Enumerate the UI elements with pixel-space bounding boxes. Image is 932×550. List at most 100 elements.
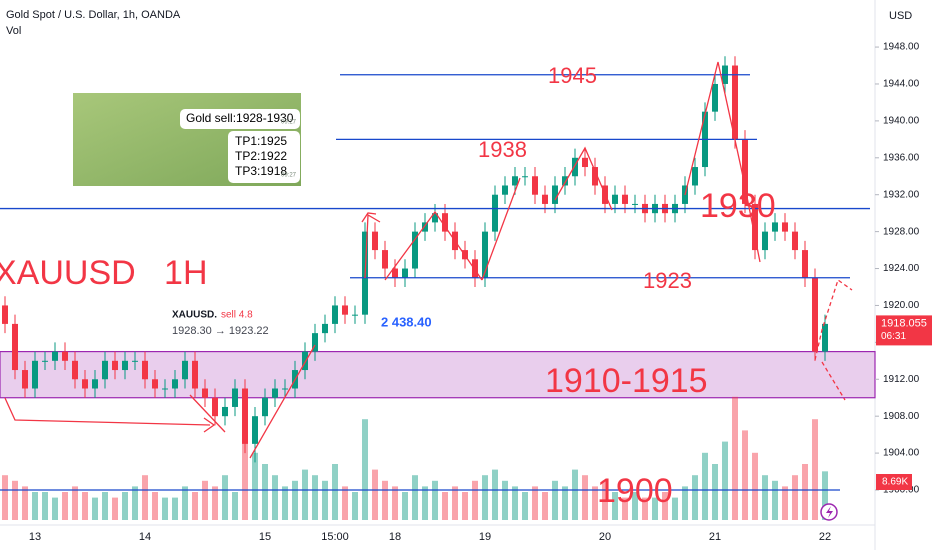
volume-bar (552, 480, 558, 520)
volume-bar (92, 497, 98, 520)
candle-body (282, 388, 288, 390)
volume-bar (742, 430, 748, 520)
signal-entry: Gold sell:1928-1930 (186, 111, 294, 125)
candle-body (102, 360, 108, 380)
annotation: 1938 (478, 137, 527, 162)
volume-bar (72, 486, 78, 520)
x-tick-label: 19 (479, 531, 491, 543)
ruler-label: 2 438.40 (381, 314, 432, 329)
candle-body (322, 323, 328, 334)
volume-bar (512, 486, 518, 520)
volume-bar (602, 480, 608, 520)
volume-bar (252, 452, 258, 520)
volume-bar (392, 486, 398, 520)
candle-body (222, 406, 228, 417)
candle-body (812, 277, 818, 352)
chart-title: Gold Spot / U.S. Dollar, 1h, OANDA (6, 9, 181, 21)
candle-body (12, 323, 18, 371)
candle-body (732, 65, 738, 140)
candle-body (212, 397, 218, 417)
candle-body (442, 213, 448, 232)
candle-body (782, 222, 788, 232)
candle-body (522, 176, 528, 178)
volume-bar (692, 475, 698, 520)
volume-bar (642, 497, 648, 520)
y-tick-label: 1904.00 (883, 448, 920, 459)
candle-body (72, 360, 78, 380)
candle-body (712, 83, 718, 112)
candle-body (182, 360, 188, 380)
volume-bar (352, 492, 358, 520)
annotation: 1930 (700, 187, 776, 225)
candle-body (412, 231, 418, 269)
trade-symbol: XAUUSD. (172, 310, 217, 321)
volume-tag (876, 474, 912, 490)
volume-bar (712, 464, 718, 520)
x-tick-label: 20 (599, 531, 611, 543)
volume-bar (592, 486, 598, 520)
volume-bar (732, 396, 738, 520)
volume-bar (22, 486, 28, 520)
candle-body (492, 194, 498, 232)
volume-bar (272, 475, 278, 520)
candle-body (792, 231, 798, 251)
volume-bar (402, 492, 408, 520)
signal-target: TP2:1922 (235, 149, 287, 163)
arrow-path (4, 397, 211, 426)
volume-bar (672, 497, 678, 520)
candle-body (592, 167, 598, 186)
candle-body (302, 351, 308, 371)
candle-body (692, 167, 698, 186)
drawn-arrows (4, 61, 853, 459)
candle-body (552, 185, 558, 204)
x-tick-label: 22 (819, 531, 831, 543)
volume-bar (612, 492, 618, 520)
volume-bar (262, 464, 268, 520)
volume-bar (132, 486, 138, 520)
symbol-label: XAUUSD 1H (0, 254, 208, 292)
volume-bar (502, 480, 508, 520)
volume-bar (322, 480, 328, 520)
candle-body (42, 360, 48, 362)
volume-bar (432, 480, 438, 520)
volume-bar (362, 419, 368, 520)
candle-body (112, 360, 118, 371)
volume-bar (542, 492, 548, 520)
annotation: 1900 (597, 472, 673, 510)
candle-body (232, 388, 238, 407)
candle-body (482, 231, 488, 278)
volume-bar (42, 492, 48, 520)
candle-body (342, 305, 348, 315)
candle-body (32, 360, 38, 389)
volume-bar (472, 480, 478, 520)
y-tick-label: 1928.00 (883, 226, 920, 237)
candle-body (392, 268, 398, 278)
candle-body (772, 222, 778, 232)
volume-bar (112, 497, 118, 520)
candle-body (742, 139, 748, 204)
volume-bar (522, 492, 528, 520)
candle-body (542, 194, 548, 204)
volume-bar (722, 441, 728, 520)
volume-bar (62, 492, 68, 520)
candle-body (172, 379, 178, 389)
arrow-path (684, 61, 761, 263)
volume-bar (312, 475, 318, 520)
volume-bar (342, 486, 348, 520)
volume-bar (182, 486, 188, 520)
candle-body (202, 388, 208, 398)
y-tick-label: 1920.00 (883, 300, 920, 311)
candle-body (562, 176, 568, 186)
candle-body (272, 388, 278, 398)
y-tick-label: 1932.00 (883, 189, 920, 200)
volume-layer (2, 396, 828, 520)
volume-bar (782, 486, 788, 520)
candle-body (372, 231, 378, 251)
candle-body (52, 351, 58, 361)
volume-bar (582, 475, 588, 520)
candle-body (82, 379, 88, 389)
arrow-path (364, 213, 381, 279)
volume-bar (162, 497, 168, 520)
flash-icon-bolt (826, 506, 833, 518)
volume-bar (482, 475, 488, 520)
